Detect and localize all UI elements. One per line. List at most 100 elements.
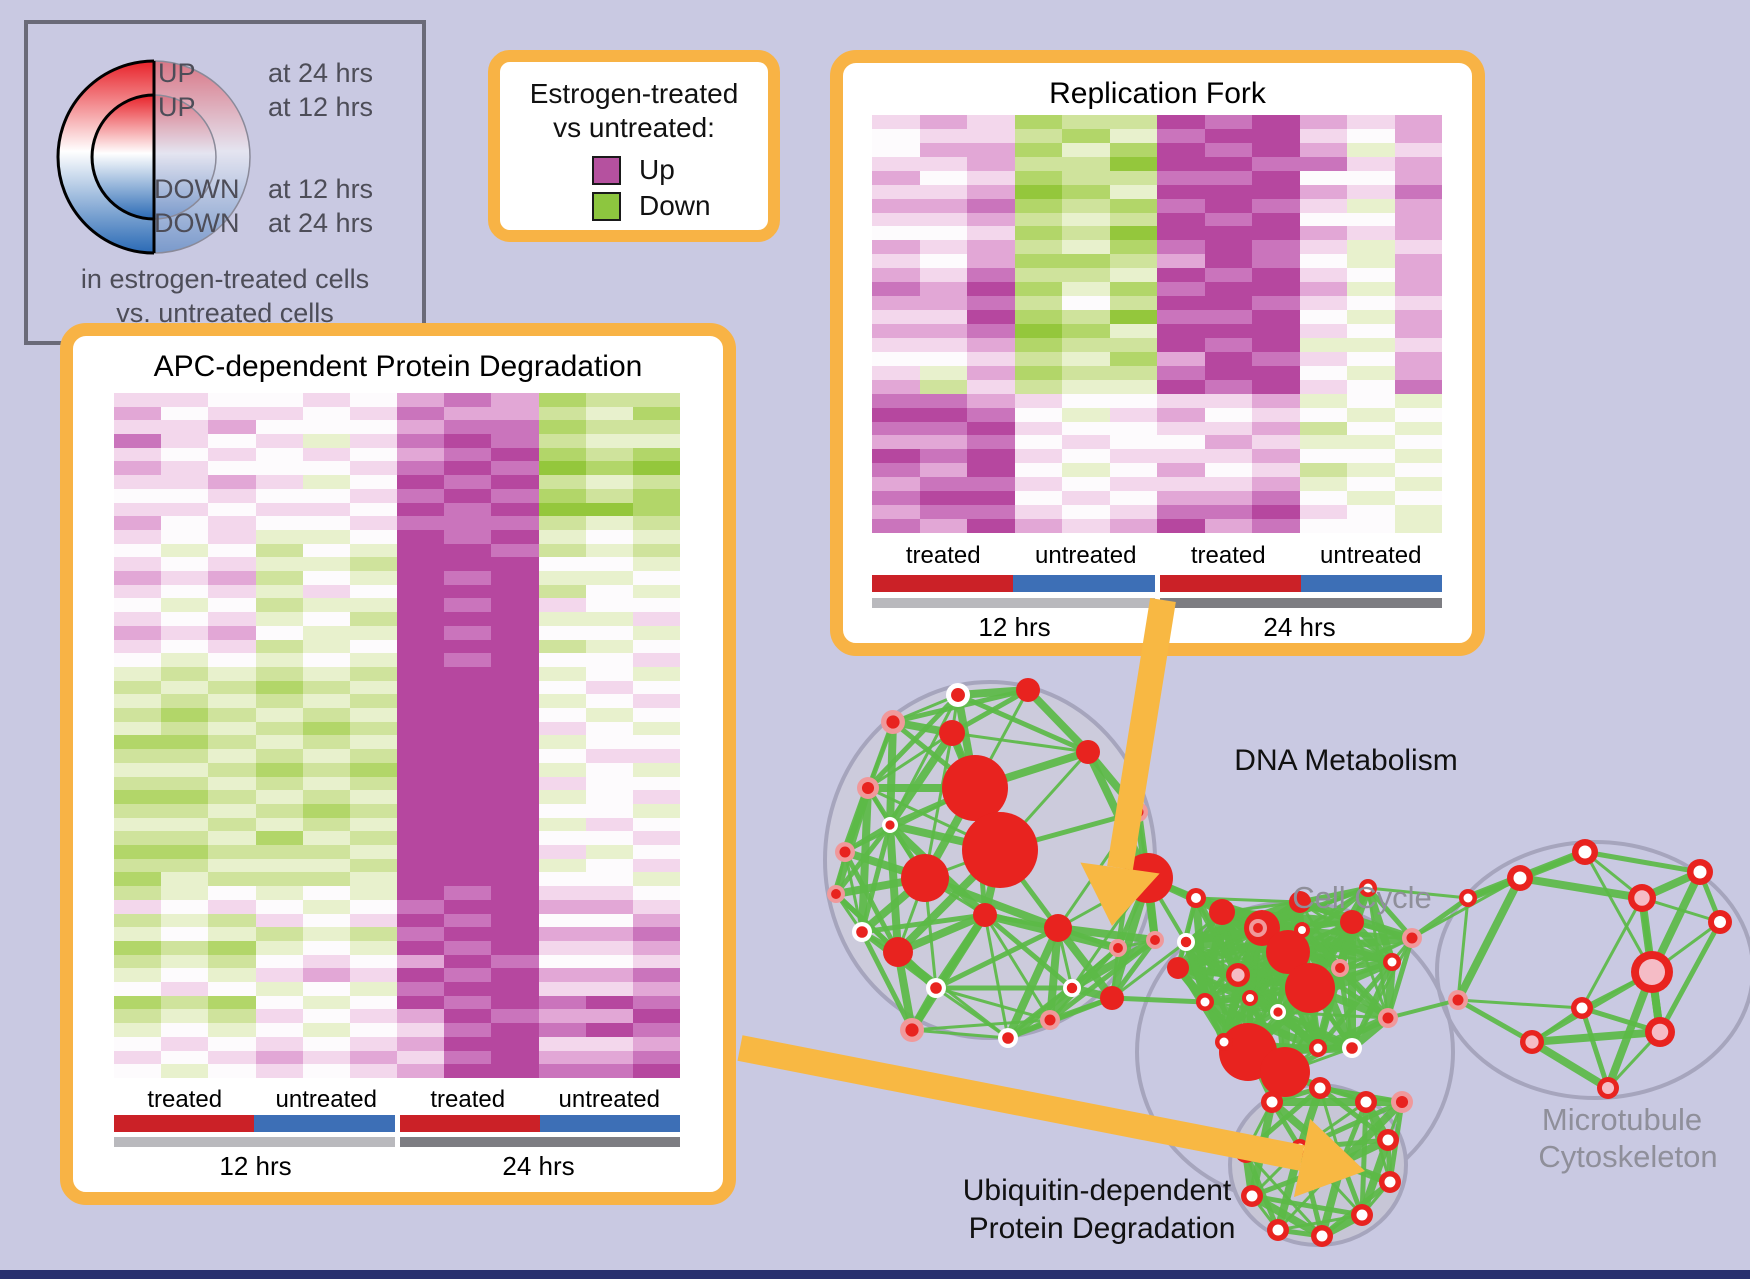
gene-node-cell-cycle <box>1219 1037 1229 1047</box>
heatmap-cell <box>632 708 680 722</box>
heatmap-cell <box>397 475 445 489</box>
heatmap-cell <box>349 776 397 791</box>
network-edge <box>832 786 872 896</box>
heatmap-cell <box>1062 337 1110 352</box>
heatmap-cell <box>1204 421 1252 436</box>
network-edge <box>1531 1028 1661 1046</box>
gene-node-dna-metabolism <box>1113 943 1123 953</box>
gene-node-dna-metabolism <box>942 755 1008 821</box>
heatmap-cell <box>1014 407 1062 422</box>
heatmap-cell <box>967 351 1015 366</box>
heatmap-cell <box>161 721 209 736</box>
heatmap-cell <box>872 365 920 380</box>
heatmap-cell <box>538 899 586 914</box>
heatmap-cell <box>1252 212 1300 227</box>
heatmap-cell <box>1347 184 1395 199</box>
heatmap-cell <box>302 913 350 928</box>
heatmap-cell <box>208 1023 256 1037</box>
network-edge <box>1309 959 1393 991</box>
network-edge <box>1298 898 1414 942</box>
network-edge <box>1005 984 1075 1042</box>
network-edge <box>1250 1192 1324 1240</box>
heatmap-cell <box>491 721 539 736</box>
gene-node-cell-cycle <box>1231 968 1245 982</box>
heatmap-cell <box>1204 491 1252 506</box>
network-edge <box>1387 1101 1405 1183</box>
network-edge <box>1316 1014 1390 1052</box>
heatmap-cell <box>632 735 680 750</box>
network-edge <box>1519 874 1643 902</box>
heatmap-cell <box>208 625 256 640</box>
network-edge <box>1581 970 1653 1010</box>
network-edge <box>1579 1007 1611 1089</box>
heatmap-cell <box>1394 254 1442 269</box>
heatmap-cell <box>1299 365 1347 380</box>
heatmap-cell <box>538 393 586 407</box>
network-edge <box>1070 946 1120 990</box>
heatmap-cell <box>1252 337 1300 352</box>
network-edge <box>1251 1159 1343 1199</box>
gene-node-dna-metabolism <box>930 982 942 994</box>
heatmap-cell <box>967 463 1015 478</box>
heatmap-cell <box>255 762 303 777</box>
heatmap-cell <box>349 1009 397 1024</box>
network-edge <box>1176 967 1226 1043</box>
heatmap-cell <box>349 954 397 969</box>
heatmap-cell <box>397 721 445 736</box>
network-edge <box>1255 898 1303 932</box>
heatmap-cell <box>349 557 397 572</box>
group-label-treated: treated <box>430 1086 506 1113</box>
network-edge <box>983 914 1010 1039</box>
gene-node-dna-metabolism <box>962 812 1038 888</box>
heatmap-cell <box>632 803 680 818</box>
heatmap-cell <box>491 584 539 599</box>
heatmap-cell <box>585 968 633 983</box>
network-edge <box>1648 971 1664 1033</box>
heatmap-cell <box>1204 337 1252 352</box>
heatmap-cell <box>114 639 162 654</box>
network-edge <box>867 786 1001 852</box>
heatmap-cell <box>397 776 445 791</box>
panel-to-cluster-arrowhead <box>1080 862 1160 926</box>
network-edge <box>1245 985 1313 1055</box>
heatmap-cell <box>255 790 303 804</box>
network-edge <box>984 911 1119 952</box>
network-edge <box>1136 811 1150 879</box>
network-edge <box>896 877 927 953</box>
heatmap-cell <box>919 491 967 506</box>
gene-node-cell-cycle <box>1196 993 1214 1011</box>
network-edge <box>834 823 892 896</box>
network-edge <box>1257 919 1353 931</box>
heatmap-cell <box>1062 254 1110 269</box>
heatmap-cell <box>444 845 492 859</box>
heatmap-cell <box>872 226 920 241</box>
heatmap-cell <box>114 680 162 695</box>
heatmap-cell <box>1394 226 1442 241</box>
heatmap-cell <box>1204 142 1252 157</box>
heatmap-cell <box>872 491 920 506</box>
network-edge <box>908 912 989 1033</box>
heatmap-cell <box>538 461 586 476</box>
gene-node-dna-metabolism <box>827 885 845 903</box>
network-edge <box>1301 927 1413 941</box>
heatmap-cell <box>161 1023 209 1037</box>
heatmap-cell <box>1204 198 1252 213</box>
group-label-untreated: untreated <box>1320 542 1422 569</box>
heatmap-cell <box>1252 365 1300 380</box>
heatmap-cell <box>1252 170 1300 185</box>
network-edge <box>859 874 928 936</box>
apc-time-labels: 12 hrs 24 hrs <box>114 1151 680 1181</box>
heatmap-cell <box>1394 337 1442 352</box>
heatmap-cell <box>302 927 350 941</box>
heatmap-cell <box>1252 296 1300 311</box>
network-edge <box>1250 1195 1280 1231</box>
network-edge <box>1177 926 1259 970</box>
heatmap-cell <box>397 872 445 887</box>
gene-node-cell-cycle <box>1331 959 1349 977</box>
heatmap-cell <box>302 475 350 489</box>
heatmap-cell <box>967 254 1015 269</box>
heatmap-cell <box>161 584 209 599</box>
network-edge <box>859 930 915 1032</box>
network-edge <box>1286 951 1312 989</box>
heatmap-cell <box>302 461 350 476</box>
